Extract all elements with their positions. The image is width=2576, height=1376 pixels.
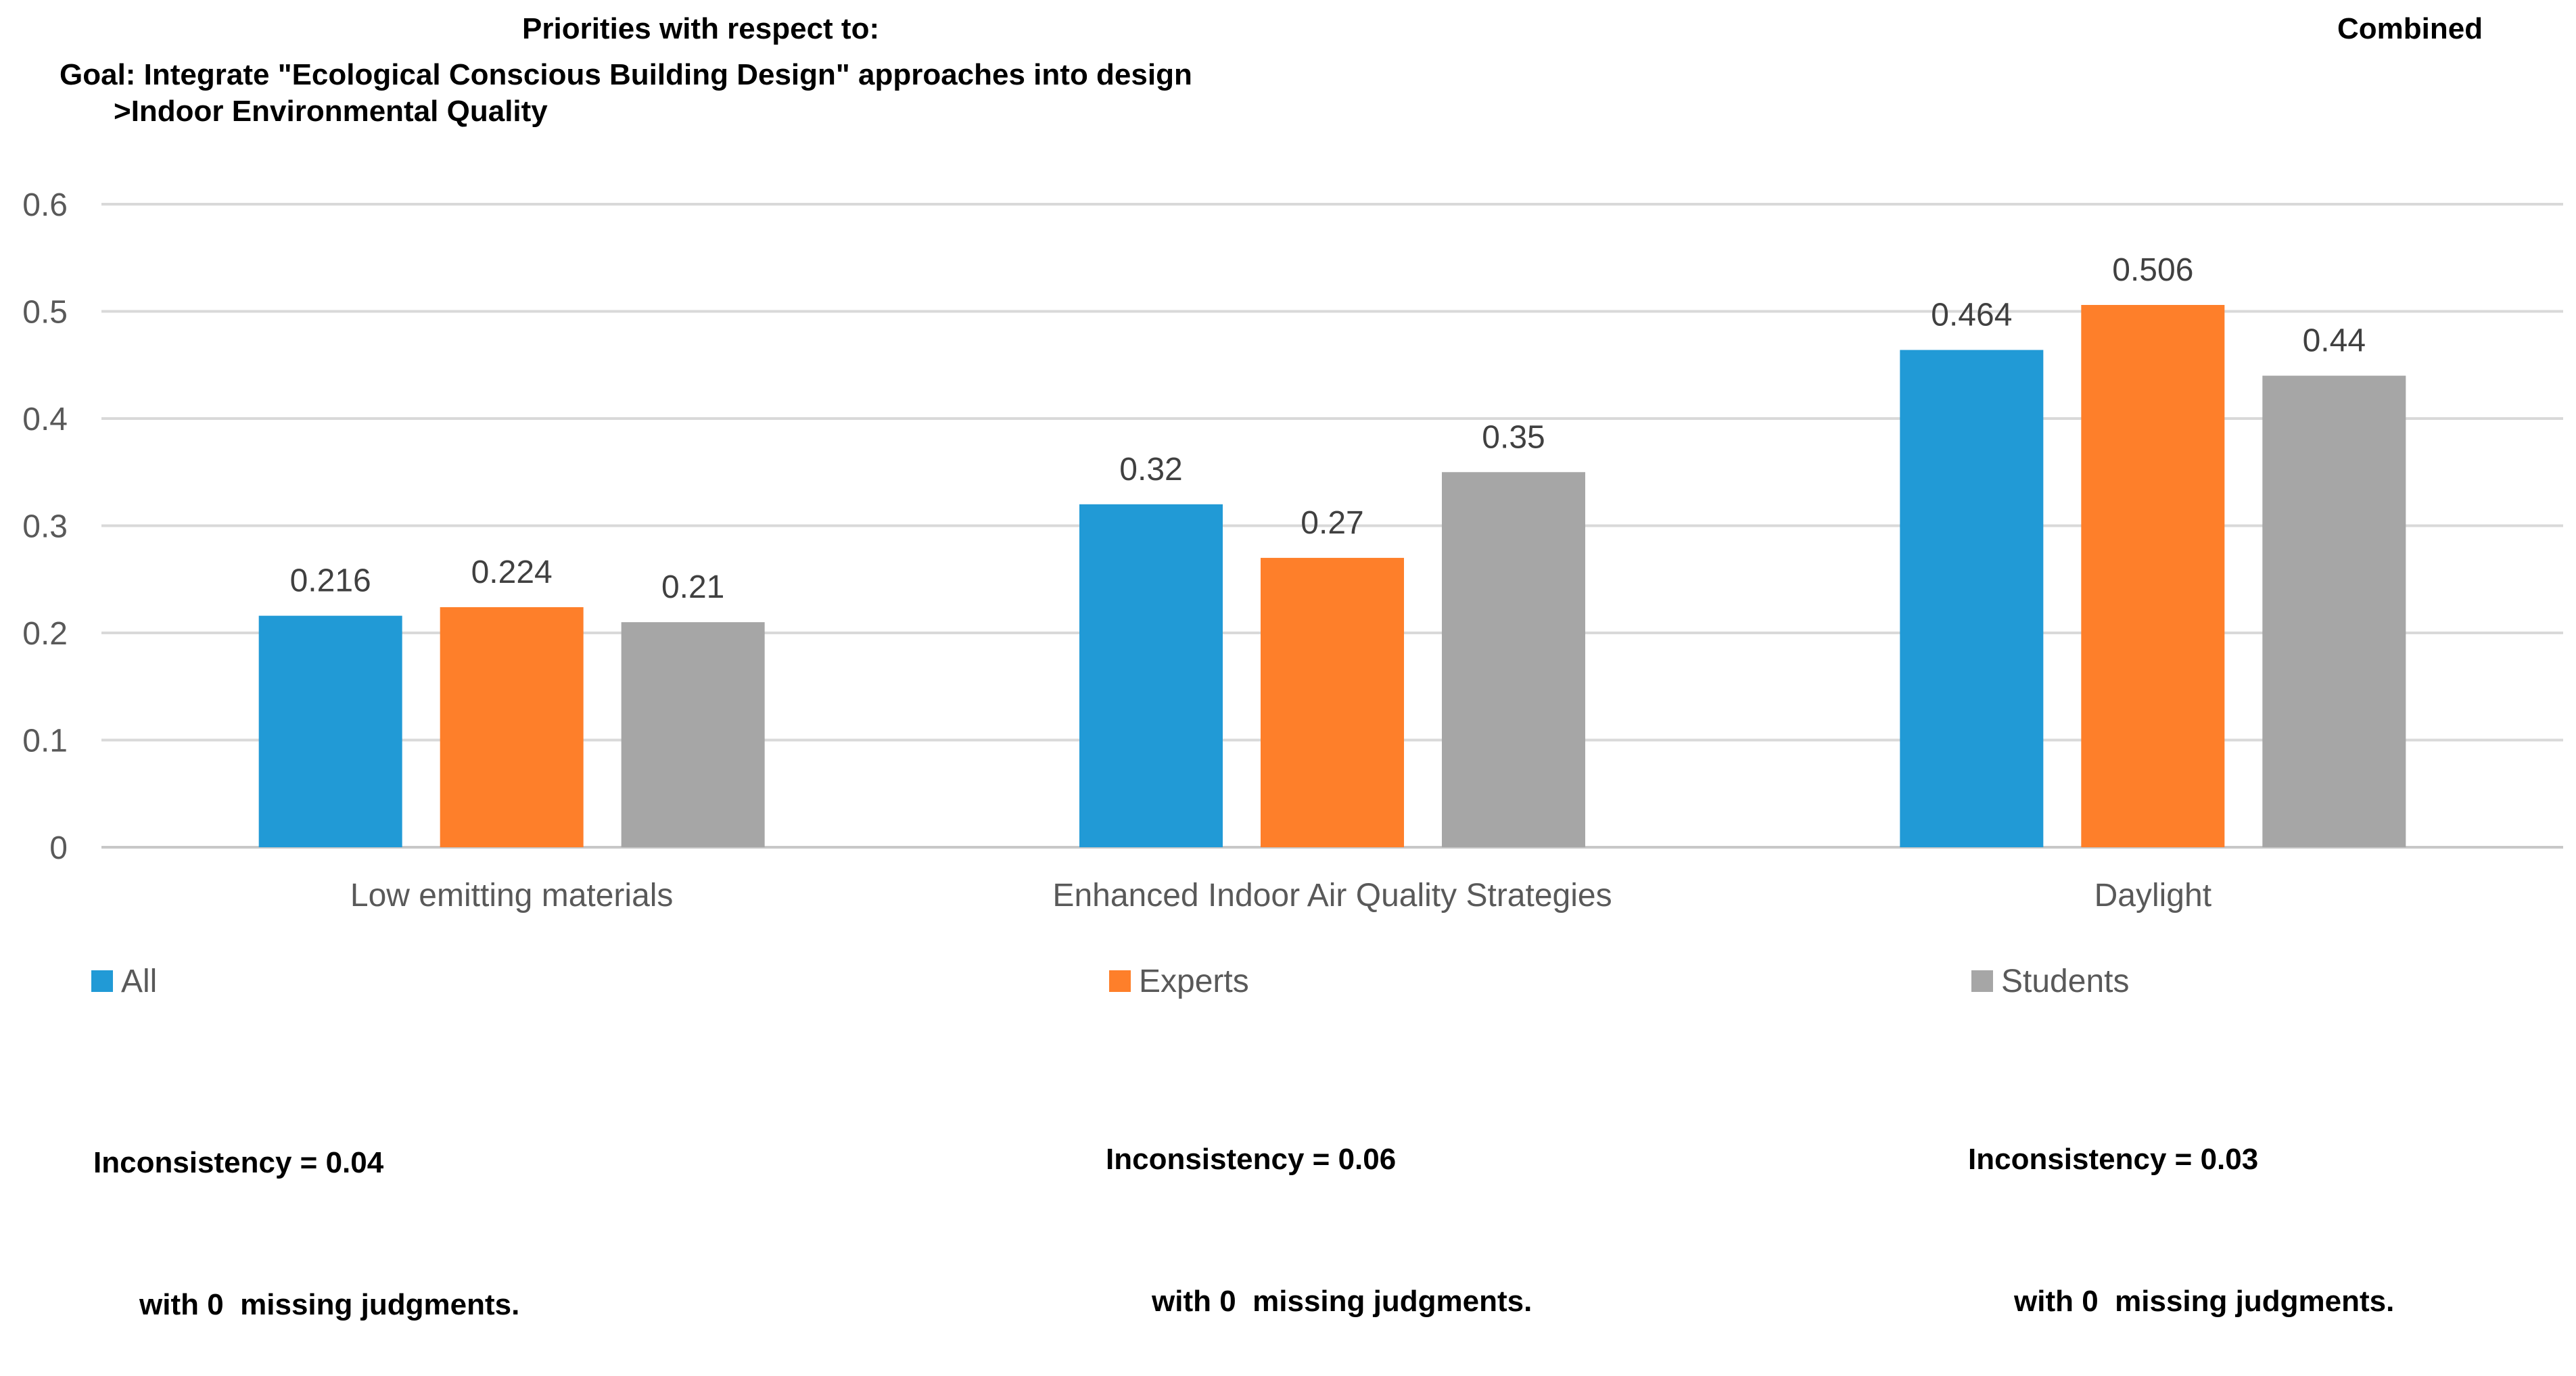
y-tick-label: 0 bbox=[49, 830, 68, 866]
header-goal: Goal: Integrate "Ecological Conscious Bu… bbox=[60, 58, 1192, 91]
data-label: 0.44 bbox=[2303, 323, 2366, 359]
data-label: 0.224 bbox=[471, 554, 553, 590]
missing-judgments-text: with 0 missing judgments. bbox=[1152, 1285, 1532, 1318]
legend-label-all: All bbox=[121, 964, 157, 999]
bar-students bbox=[621, 622, 765, 847]
bar-experts bbox=[1261, 558, 1404, 847]
bar-experts bbox=[440, 607, 584, 847]
y-tick-label: 0.3 bbox=[22, 509, 68, 545]
y-tick-label: 0.4 bbox=[22, 402, 68, 437]
data-label: 0.27 bbox=[1301, 505, 1363, 541]
legend-label-experts: Experts bbox=[1139, 964, 1249, 999]
note-inconsistency-3: Inconsistency = 0.03 with 0 missing judg… bbox=[1968, 1041, 2394, 1373]
y-tick-label: 0.2 bbox=[22, 616, 68, 652]
note-inconsistency-1: Inconsistency = 0.04 with 0 missing judg… bbox=[93, 1045, 519, 1376]
data-label: 0.506 bbox=[2112, 252, 2193, 288]
bar-all bbox=[1079, 504, 1223, 847]
legend-label-students: Students bbox=[2001, 964, 2129, 999]
inconsistency-text: Inconsistency = 0.04 bbox=[93, 1146, 384, 1179]
bars bbox=[258, 304, 2406, 847]
data-label: 0.21 bbox=[661, 569, 724, 605]
labels: 0 0.1 0.2 0.3 0.4 0.5 0.6 0.216 0.224 0.21 Low emi… bbox=[22, 187, 2366, 914]
legend: All Experts Students bbox=[91, 964, 2129, 999]
bar-all bbox=[1900, 350, 2044, 847]
bar-experts bbox=[2081, 304, 2225, 847]
y-tick-label: 0.6 bbox=[22, 187, 68, 223]
note-inconsistency-2: Inconsistency = 0.06 with 0 missing judg… bbox=[1106, 1041, 1532, 1373]
data-label: 0.464 bbox=[1931, 298, 2012, 333]
missing-judgments-text: with 0 missing judgments. bbox=[2014, 1285, 2395, 1318]
bar-chart: 0 0.1 0.2 0.3 0.4 0.5 0.6 0.216 0.224 0.21 Low emi… bbox=[22, 187, 2563, 999]
data-label: 0.32 bbox=[1119, 452, 1182, 488]
header-combined: Combined bbox=[2337, 12, 2483, 45]
bar-students bbox=[2262, 375, 2406, 847]
data-label: 0.35 bbox=[1482, 419, 1545, 455]
legend-swatch-students bbox=[1971, 970, 1993, 992]
legend-swatch-experts bbox=[1109, 970, 1131, 992]
inconsistency-text: Inconsistency = 0.03 bbox=[1968, 1143, 2259, 1176]
category-label: Low emitting materials bbox=[350, 878, 674, 914]
y-tick-label: 0.1 bbox=[22, 723, 68, 759]
bar-all bbox=[258, 615, 402, 847]
missing-judgments-text: with 0 missing judgments. bbox=[139, 1288, 520, 1321]
category-label: Daylight bbox=[2094, 878, 2211, 914]
inconsistency-text: Inconsistency = 0.06 bbox=[1106, 1143, 1397, 1176]
header-node: >Indoor Environmental Quality bbox=[114, 95, 548, 128]
data-label: 0.216 bbox=[290, 563, 371, 599]
bar-students bbox=[1442, 472, 1585, 847]
header-priorities: Priorities with respect to: bbox=[522, 12, 880, 45]
legend-swatch-all bbox=[91, 970, 113, 992]
y-tick-label: 0.5 bbox=[22, 295, 68, 331]
category-label: Enhanced Indoor Air Quality Strategies bbox=[1052, 878, 1612, 914]
